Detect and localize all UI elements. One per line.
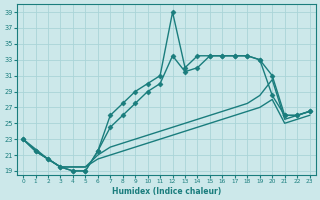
X-axis label: Humidex (Indice chaleur): Humidex (Indice chaleur) [112,187,221,196]
